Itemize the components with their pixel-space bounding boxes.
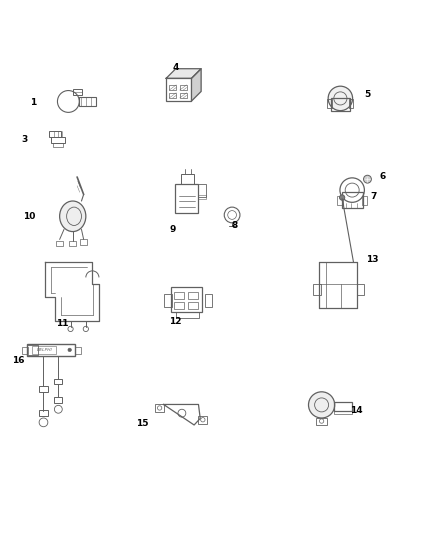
Bar: [53, 143, 63, 147]
Bar: [169, 85, 176, 90]
Text: 12: 12: [169, 317, 182, 326]
Bar: [337, 196, 343, 205]
Bar: [79, 97, 96, 106]
Circle shape: [68, 348, 71, 352]
Bar: [334, 410, 352, 414]
Text: DELPHI: DELPHI: [36, 348, 52, 352]
Bar: [198, 184, 206, 197]
Bar: [334, 402, 352, 411]
Bar: [27, 345, 38, 354]
Text: 5: 5: [364, 90, 371, 99]
Bar: [39, 386, 48, 392]
Text: 1: 1: [30, 98, 36, 107]
Bar: [188, 302, 198, 309]
Bar: [174, 292, 184, 299]
Text: 4: 4: [172, 63, 179, 72]
Bar: [56, 241, 63, 246]
Text: 16: 16: [12, 356, 25, 365]
Bar: [362, 196, 367, 205]
Bar: [205, 294, 212, 306]
Text: 9: 9: [170, 225, 177, 234]
Bar: [316, 417, 327, 425]
Polygon shape: [191, 69, 201, 101]
Text: 8: 8: [231, 221, 237, 230]
Bar: [69, 241, 76, 246]
Bar: [155, 404, 164, 412]
Bar: [180, 93, 187, 98]
Text: 6: 6: [380, 173, 386, 182]
Text: 15: 15: [136, 419, 149, 428]
Text: 13: 13: [366, 255, 378, 264]
Bar: [180, 174, 194, 183]
Circle shape: [328, 86, 353, 111]
Text: 14: 14: [350, 406, 363, 415]
Bar: [49, 131, 61, 137]
Text: 11: 11: [56, 319, 68, 328]
Bar: [166, 78, 191, 101]
Bar: [180, 85, 187, 90]
Text: 3: 3: [21, 135, 28, 144]
Bar: [331, 98, 350, 111]
Bar: [75, 347, 81, 354]
Bar: [51, 137, 65, 143]
Text: 10: 10: [23, 212, 35, 221]
Polygon shape: [166, 69, 201, 78]
Ellipse shape: [60, 201, 86, 231]
Bar: [342, 192, 363, 208]
Bar: [349, 99, 353, 108]
Bar: [357, 284, 364, 295]
Bar: [80, 239, 87, 245]
Bar: [164, 294, 172, 306]
Bar: [27, 344, 75, 356]
Bar: [176, 312, 199, 318]
Bar: [54, 379, 62, 384]
Bar: [32, 346, 56, 354]
Bar: [39, 410, 48, 416]
Circle shape: [339, 195, 345, 200]
Bar: [73, 89, 82, 95]
Bar: [169, 93, 176, 98]
Bar: [327, 99, 332, 108]
Text: 7: 7: [371, 192, 377, 201]
Bar: [174, 302, 184, 309]
Bar: [171, 287, 201, 312]
Bar: [198, 416, 207, 424]
Bar: [54, 398, 62, 403]
Bar: [21, 347, 28, 354]
Circle shape: [364, 175, 371, 183]
Bar: [175, 183, 198, 213]
Bar: [198, 195, 206, 199]
Circle shape: [308, 392, 335, 418]
Bar: [313, 284, 321, 295]
Bar: [188, 292, 198, 299]
